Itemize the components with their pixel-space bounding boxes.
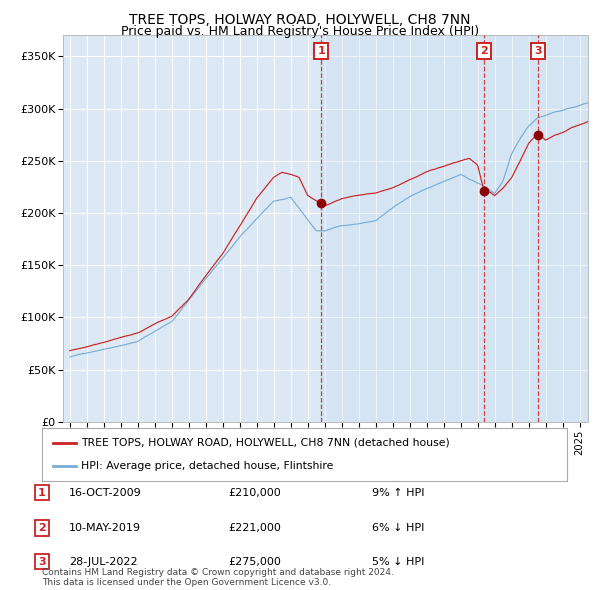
Text: 3: 3	[535, 46, 542, 56]
Text: 28-JUL-2022: 28-JUL-2022	[69, 557, 137, 566]
Text: 5% ↓ HPI: 5% ↓ HPI	[372, 557, 424, 566]
Bar	[321, 35, 588, 422]
Text: Price paid vs. HM Land Registry's House Price Index (HPI): Price paid vs. HM Land Registry's House …	[121, 25, 479, 38]
Text: £275,000: £275,000	[228, 557, 281, 566]
Text: HPI: Average price, detached house, Flintshire: HPI: Average price, detached house, Flin…	[82, 461, 334, 471]
Text: 2: 2	[38, 523, 46, 533]
Text: £210,000: £210,000	[228, 488, 281, 497]
Text: 10-MAY-2019: 10-MAY-2019	[69, 523, 141, 533]
Text: 16-OCT-2009: 16-OCT-2009	[69, 488, 142, 497]
Text: TREE TOPS, HOLWAY ROAD, HOLYWELL, CH8 7NN (detached house): TREE TOPS, HOLWAY ROAD, HOLYWELL, CH8 7N…	[82, 438, 450, 448]
Text: £221,000: £221,000	[228, 523, 281, 533]
Text: 1: 1	[38, 488, 46, 497]
Text: 9% ↑ HPI: 9% ↑ HPI	[372, 488, 425, 497]
Text: TREE TOPS, HOLWAY ROAD, HOLYWELL, CH8 7NN: TREE TOPS, HOLWAY ROAD, HOLYWELL, CH8 7N…	[129, 13, 471, 27]
Text: 1: 1	[317, 46, 325, 56]
Text: 2: 2	[480, 46, 488, 56]
Text: 6% ↓ HPI: 6% ↓ HPI	[372, 523, 424, 533]
Text: Contains HM Land Registry data © Crown copyright and database right 2024.
This d: Contains HM Land Registry data © Crown c…	[42, 568, 394, 587]
Text: 3: 3	[38, 557, 46, 566]
